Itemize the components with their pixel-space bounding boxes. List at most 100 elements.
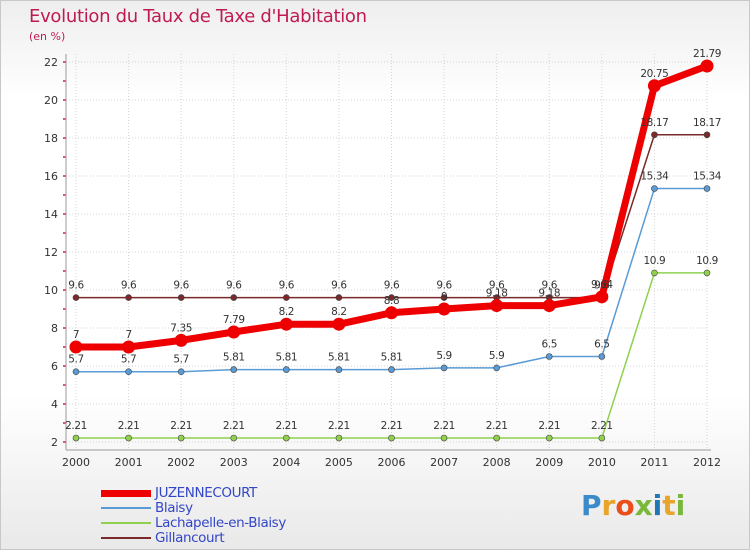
logo-letter: t — [662, 489, 676, 522]
data-point — [283, 294, 290, 301]
data-label: 21.79 — [693, 48, 721, 60]
data-label: 9.6 — [173, 280, 189, 292]
data-point — [283, 366, 290, 373]
y-tick-label: 18 — [44, 132, 58, 145]
data-point — [125, 294, 132, 301]
data-label: 15.34 — [640, 171, 669, 183]
data-point — [283, 434, 290, 442]
data-point — [440, 294, 448, 301]
data-label: 2.21 — [170, 420, 192, 432]
data-label: 6.5 — [594, 339, 610, 351]
line-chart: 2 4 6 8 10 12 14 16 18 20 22 2000 2001 2002 2003 2004 20… — [44, 48, 722, 469]
data-label: 18.17 — [640, 117, 668, 129]
data-label: 15.34 — [693, 171, 722, 183]
data-point — [230, 366, 238, 373]
data-point — [125, 368, 132, 376]
y-tick-label: 2 — [51, 436, 58, 449]
x-tick-label: 2011 — [640, 456, 668, 469]
logo-letter: i — [652, 489, 663, 522]
x-tick-label: 2010 — [588, 456, 616, 469]
data-label: 9.6 — [226, 280, 242, 292]
data-point — [598, 353, 606, 360]
y-tick-label: 20 — [44, 94, 58, 107]
data-point — [545, 353, 553, 360]
x-tick-label: 2003 — [220, 456, 248, 469]
data-label: 9 — [441, 291, 447, 303]
x-tick-label: 2002 — [167, 456, 195, 469]
data-point — [72, 368, 80, 376]
data-point — [177, 368, 185, 376]
data-point — [335, 366, 343, 373]
x-tick-label: 2000 — [62, 456, 90, 469]
legend-swatch — [101, 537, 151, 539]
data-label: 9.6 — [436, 280, 452, 292]
data-point — [69, 340, 83, 354]
logo-letter: i — [675, 489, 686, 522]
data-label: 9.6 — [384, 280, 400, 292]
data-point — [440, 434, 448, 442]
data-point — [490, 299, 504, 313]
x-tick-label: 2009 — [535, 456, 563, 469]
data-labels: 7 7 7.35 7.79 8.2 8.2 8.8 9 9.18 9.18 9.64 20.75 21.… — [65, 48, 722, 432]
legend-label: Lachapelle-en-Blaisy — [155, 515, 286, 531]
data-point — [72, 294, 80, 301]
data-point — [545, 434, 553, 442]
x-tick-label: 2007 — [430, 456, 458, 469]
data-label: 9.64 — [591, 279, 613, 291]
data-point — [493, 364, 500, 372]
data-point — [174, 333, 188, 347]
data-label: 8.2 — [279, 306, 295, 318]
series-layer — [69, 59, 714, 442]
legend-swatch — [101, 489, 151, 497]
data-point — [651, 131, 658, 139]
data-point — [703, 185, 711, 192]
x-tick-label: 2006 — [378, 456, 406, 469]
data-point — [177, 294, 185, 301]
logo-letter: o — [615, 489, 635, 522]
data-label: 5.9 — [489, 350, 505, 362]
x-tick-label: 2008 — [483, 456, 511, 469]
data-label: 9.18 — [538, 288, 560, 300]
data-point — [230, 294, 238, 301]
data-point — [703, 131, 711, 139]
logo-letter: r — [601, 489, 616, 522]
data-point — [388, 434, 395, 442]
data-point — [332, 317, 346, 331]
legend-label: Gillancourt — [155, 530, 225, 546]
data-label: 9.6 — [489, 280, 505, 292]
y-tick-label: 6 — [51, 360, 58, 373]
y-tick-label: 14 — [44, 208, 58, 221]
data-label: 5.9 — [436, 350, 452, 362]
data-label: 9.6 — [331, 280, 347, 292]
data-label: 10.9 — [644, 255, 666, 267]
data-label: 5.81 — [275, 352, 297, 364]
x-tick-label: 2005 — [325, 456, 353, 469]
data-label: 2.21 — [275, 420, 297, 432]
chart-title: Evolution du Taux de Taxe d'Habitation — [29, 6, 367, 27]
legend-swatch — [101, 507, 151, 509]
data-label: 9.6 — [68, 280, 84, 292]
data-label: 2.21 — [538, 420, 560, 432]
data-point — [227, 325, 241, 339]
y-tick-label: 16 — [44, 170, 58, 183]
data-point — [335, 434, 343, 442]
data-label: 5.81 — [223, 352, 245, 364]
data-point — [598, 434, 606, 442]
data-label: 2.21 — [486, 420, 508, 432]
data-point — [437, 302, 451, 316]
data-point — [700, 59, 714, 73]
axes: 2 4 6 8 10 12 14 16 18 20 22 2000 2001 2002 2003 2004 20… — [44, 54, 721, 469]
y-tick-label: 22 — [44, 56, 58, 69]
data-label: 2.21 — [328, 420, 350, 432]
data-label: 5.7 — [121, 354, 137, 366]
data-label: 18.17 — [693, 117, 721, 129]
logo-letter: x — [634, 489, 653, 522]
data-label: 2.21 — [65, 420, 87, 432]
data-point — [177, 434, 185, 442]
data-label: 2.21 — [381, 420, 403, 432]
data-label: 7 — [125, 329, 131, 341]
data-label: 5.7 — [68, 354, 84, 366]
data-point — [230, 434, 238, 442]
data-label: 2.21 — [223, 420, 245, 432]
